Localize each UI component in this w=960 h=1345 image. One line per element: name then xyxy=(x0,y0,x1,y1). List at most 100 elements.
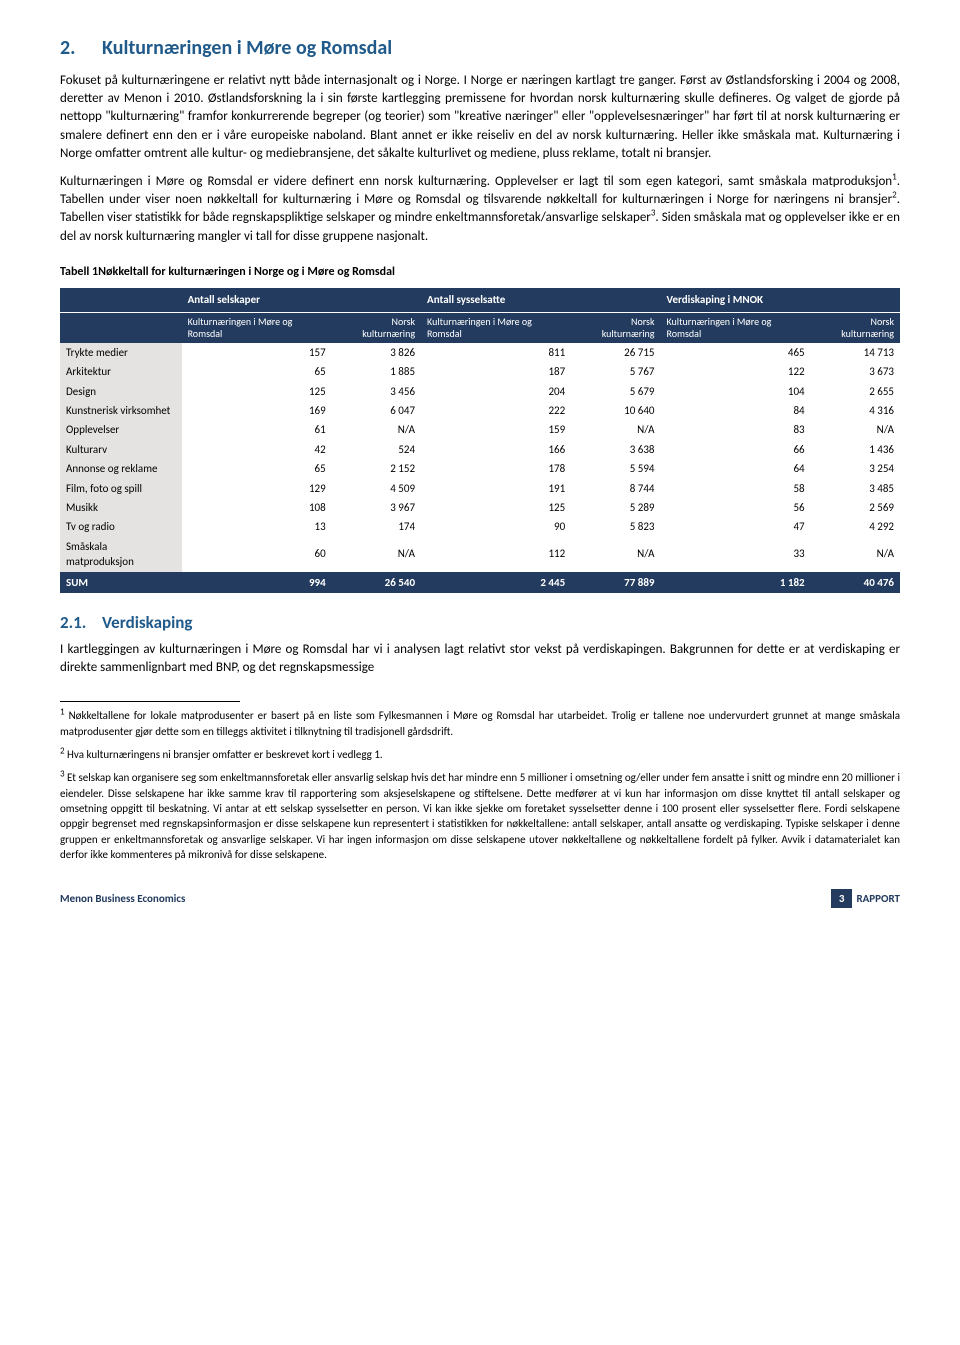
table-cell: 169 xyxy=(182,401,332,420)
footnote-separator xyxy=(60,701,240,702)
table-cell: 26 715 xyxy=(571,343,660,362)
footnote: 2 Hva kulturnæringens ni bransjer omfatt… xyxy=(60,747,900,762)
table-cell: 64 xyxy=(661,459,811,478)
subsection-number: 2.1. xyxy=(60,611,88,635)
table-cell: 157 xyxy=(182,343,332,362)
table-cell: 112 xyxy=(421,537,571,572)
table-cell: 187 xyxy=(421,362,571,381)
table-cell: 191 xyxy=(421,479,571,498)
column-header: Norsk kulturnæring xyxy=(332,312,421,343)
column-header: Kulturnæringen i Møre og Romsdal xyxy=(182,312,332,343)
subsection-heading: 2.1. Verdiskaping xyxy=(60,611,900,635)
table-cell: 174 xyxy=(332,517,421,536)
table-cell: 5 823 xyxy=(571,517,660,536)
sum-label: SUM xyxy=(60,572,182,593)
table-cell: 5 289 xyxy=(571,498,660,517)
table-cell: 125 xyxy=(182,382,332,401)
table-cell: 108 xyxy=(182,498,332,517)
table-cell: 3 254 xyxy=(811,459,900,478)
table-cell: 5 767 xyxy=(571,362,660,381)
table-cell: 3 456 xyxy=(332,382,421,401)
subsection-title: Verdiskaping xyxy=(102,611,192,635)
footnote: 3 Et selskap kan organisere seg som enke… xyxy=(60,770,900,862)
footer-right: RAPPORT xyxy=(856,891,900,906)
row-label: Film, foto og spill xyxy=(60,479,182,498)
footnotes: 1 Nøkkeltallene for lokale matprodusente… xyxy=(60,708,900,863)
table-cell: 4 292 xyxy=(811,517,900,536)
table-cell: N/A xyxy=(332,537,421,572)
row-label: Kunstnerisk virksomhet xyxy=(60,401,182,420)
table-cell: 166 xyxy=(421,440,571,459)
table-cell: 3 826 xyxy=(332,343,421,362)
column-header: Norsk kulturnæring xyxy=(571,312,660,343)
table-cell: 465 xyxy=(661,343,811,362)
table-cell: 222 xyxy=(421,401,571,420)
data-table: Antall selskaper Antall sysselsatte Verd… xyxy=(60,288,900,592)
body-paragraph: Fokuset på kulturnæringene er relativt n… xyxy=(60,72,900,163)
table-cell: 47 xyxy=(661,517,811,536)
sum-cell: 1 182 xyxy=(661,572,811,593)
table-cell: 58 xyxy=(661,479,811,498)
column-group: Antall selskaper xyxy=(182,288,421,312)
table-cell: 524 xyxy=(332,440,421,459)
table-cell: N/A xyxy=(571,420,660,439)
table-cell: 2 152 xyxy=(332,459,421,478)
footnote-text: Hva kulturnæringens ni bransjer omfatter… xyxy=(65,748,383,761)
table-cell: 61 xyxy=(182,420,332,439)
table-cell: 129 xyxy=(182,479,332,498)
footnote-text: Et selskap kan organisere seg som enkelt… xyxy=(60,771,900,861)
column-header: Kulturnæringen i Møre og Romsdal xyxy=(661,312,811,343)
table-cell: N/A xyxy=(811,420,900,439)
table-cell: 65 xyxy=(182,459,332,478)
table-cell: 1 885 xyxy=(332,362,421,381)
table-cell: 8 744 xyxy=(571,479,660,498)
sum-cell: 40 476 xyxy=(811,572,900,593)
table-cell: N/A xyxy=(811,537,900,572)
sum-cell: 994 xyxy=(182,572,332,593)
table-cell: 1 436 xyxy=(811,440,900,459)
section-title: Kulturnæringen i Møre og Romsdal xyxy=(102,34,392,62)
table-corner xyxy=(60,288,182,312)
column-group: Antall sysselsatte xyxy=(421,288,660,312)
table-cell: N/A xyxy=(571,537,660,572)
sum-cell: 77 889 xyxy=(571,572,660,593)
table-cell: 204 xyxy=(421,382,571,401)
table-cell: 65 xyxy=(182,362,332,381)
row-label: Tv og radio xyxy=(60,517,182,536)
table-cell: 2 655 xyxy=(811,382,900,401)
column-group: Verdiskaping i MNOK xyxy=(661,288,900,312)
footnote-text: Nøkkeltallene for lokale matprodusenter … xyxy=(60,709,900,737)
column-header: Kulturnæringen i Møre og Romsdal xyxy=(421,312,571,343)
section-heading: 2. Kulturnæringen i Møre og Romsdal xyxy=(60,34,900,62)
table-cell: 84 xyxy=(661,401,811,420)
body-paragraph: Kulturnæringen i Møre og Romsdal er vide… xyxy=(60,173,900,246)
table-cell: 4 316 xyxy=(811,401,900,420)
table-cell: 159 xyxy=(421,420,571,439)
table-cell: 6 047 xyxy=(332,401,421,420)
table-cell: 83 xyxy=(661,420,811,439)
footer-left: Menon Business Economics xyxy=(60,891,831,906)
row-label: Kulturarv xyxy=(60,440,182,459)
table-cell: N/A xyxy=(332,420,421,439)
table-cell: 3 673 xyxy=(811,362,900,381)
row-label: Design xyxy=(60,382,182,401)
table-cell: 90 xyxy=(421,517,571,536)
table-cell: 3 485 xyxy=(811,479,900,498)
table-cell: 104 xyxy=(661,382,811,401)
table-cell: 4 509 xyxy=(332,479,421,498)
table-cell: 3 638 xyxy=(571,440,660,459)
page-number: 3 xyxy=(831,889,853,908)
table-cell: 2 569 xyxy=(811,498,900,517)
table-cell: 33 xyxy=(661,537,811,572)
row-label: Annonse og reklame xyxy=(60,459,182,478)
row-label: Småskala matproduksjon xyxy=(60,537,182,572)
table-cell: 5 594 xyxy=(571,459,660,478)
table-cell: 125 xyxy=(421,498,571,517)
sum-cell: 2 445 xyxy=(421,572,571,593)
table-cell: 3 967 xyxy=(332,498,421,517)
row-label: Trykte medier xyxy=(60,343,182,362)
row-label: Opplevelser xyxy=(60,420,182,439)
section-number: 2. xyxy=(60,34,88,62)
table-cell: 13 xyxy=(182,517,332,536)
table-cell: 60 xyxy=(182,537,332,572)
